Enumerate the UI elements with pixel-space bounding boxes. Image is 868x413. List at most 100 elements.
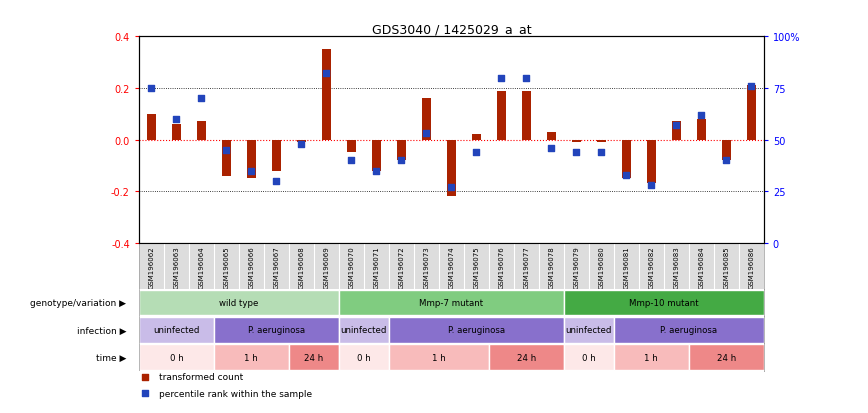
Point [544,145,558,152]
Text: 24 h: 24 h [305,353,324,362]
Text: GSM196085: GSM196085 [723,246,729,288]
Text: 1 h: 1 h [644,353,658,362]
Bar [721,140,731,161]
Point [138,373,152,380]
Bar [697,120,706,140]
Bar [139,344,214,370]
Text: 24 h: 24 h [516,353,536,362]
Text: GSM196076: GSM196076 [498,246,504,288]
Text: GSM196073: GSM196073 [424,246,430,288]
Bar [197,122,206,140]
Bar [422,99,431,140]
Text: GSM196069: GSM196069 [324,246,329,288]
Text: GSM196077: GSM196077 [523,246,529,288]
Bar [614,344,689,370]
Text: GSM196062: GSM196062 [148,246,155,288]
Text: GSM196080: GSM196080 [598,246,604,288]
Text: GSM196082: GSM196082 [648,246,654,288]
Text: Mmp-10 mutant: Mmp-10 mutant [629,299,699,307]
Bar [139,317,214,343]
Point [569,149,583,156]
Bar [339,290,564,316]
Point [595,149,608,156]
Bar [672,122,681,140]
Bar [172,125,181,140]
Point [394,157,408,164]
Point [319,71,333,78]
Point [370,168,384,174]
Bar [389,344,489,370]
Text: GSM196065: GSM196065 [223,246,229,288]
Point [345,157,358,164]
Point [669,123,683,129]
Bar [471,135,481,140]
Text: GSM196066: GSM196066 [248,246,254,288]
Point [470,149,483,156]
Text: P. aeruginosa: P. aeruginosa [448,325,505,335]
Text: transformed count: transformed count [159,372,243,381]
Point [694,112,708,119]
Bar [647,140,656,184]
Bar [247,140,256,179]
Point [745,83,759,90]
Bar [547,133,556,140]
Point [495,75,509,82]
Point [144,85,158,92]
Title: GDS3040 / 1425029_a_at: GDS3040 / 1425029_a_at [372,23,531,36]
Bar [564,317,614,343]
Text: P. aeruginosa: P. aeruginosa [661,325,718,335]
Bar [289,344,339,370]
Text: uninfected: uninfected [566,325,612,335]
Point [519,75,533,82]
Point [220,147,233,154]
Point [294,141,308,148]
Bar [522,91,531,140]
Text: genotype/variation ▶: genotype/variation ▶ [30,299,127,307]
Text: GSM196078: GSM196078 [549,246,555,288]
Text: P. aeruginosa: P. aeruginosa [247,325,305,335]
Bar [564,290,764,316]
Bar [614,317,764,343]
Bar [214,317,339,343]
Text: wild type: wild type [220,299,259,307]
Point [419,131,433,138]
Text: GSM196070: GSM196070 [348,246,354,288]
Bar [572,140,581,143]
Text: percentile rank within the sample: percentile rank within the sample [159,389,312,398]
Bar [621,140,631,179]
Text: GSM196063: GSM196063 [174,246,180,288]
Bar [214,344,289,370]
Text: uninfected: uninfected [340,325,387,335]
Text: infection ▶: infection ▶ [77,325,127,335]
Bar [564,344,614,370]
Point [444,184,458,191]
Text: 1 h: 1 h [432,353,446,362]
Bar [596,140,606,143]
Bar [389,317,564,343]
Text: GSM196071: GSM196071 [373,246,379,288]
Text: GSM196068: GSM196068 [299,246,305,288]
Text: 0 h: 0 h [357,353,371,362]
Bar [322,50,331,140]
Text: GSM196074: GSM196074 [449,246,454,288]
Bar [139,290,339,316]
Bar [297,140,306,143]
Text: GSM196086: GSM196086 [748,246,754,288]
Text: GSM196083: GSM196083 [674,246,680,288]
Point [169,116,183,123]
Text: Mmp-7 mutant: Mmp-7 mutant [419,299,483,307]
Bar [272,140,281,171]
Bar [221,140,231,176]
Bar [496,91,506,140]
Text: GSM196067: GSM196067 [273,246,279,288]
Text: 0 h: 0 h [169,353,183,362]
Text: GSM196081: GSM196081 [623,246,629,288]
Bar [346,140,356,153]
Point [194,96,208,102]
Bar [489,344,564,370]
Text: time ▶: time ▶ [96,353,127,362]
Text: uninfected: uninfected [153,325,200,335]
Text: GSM196064: GSM196064 [199,246,204,288]
Text: 1 h: 1 h [245,353,259,362]
Bar [339,344,389,370]
